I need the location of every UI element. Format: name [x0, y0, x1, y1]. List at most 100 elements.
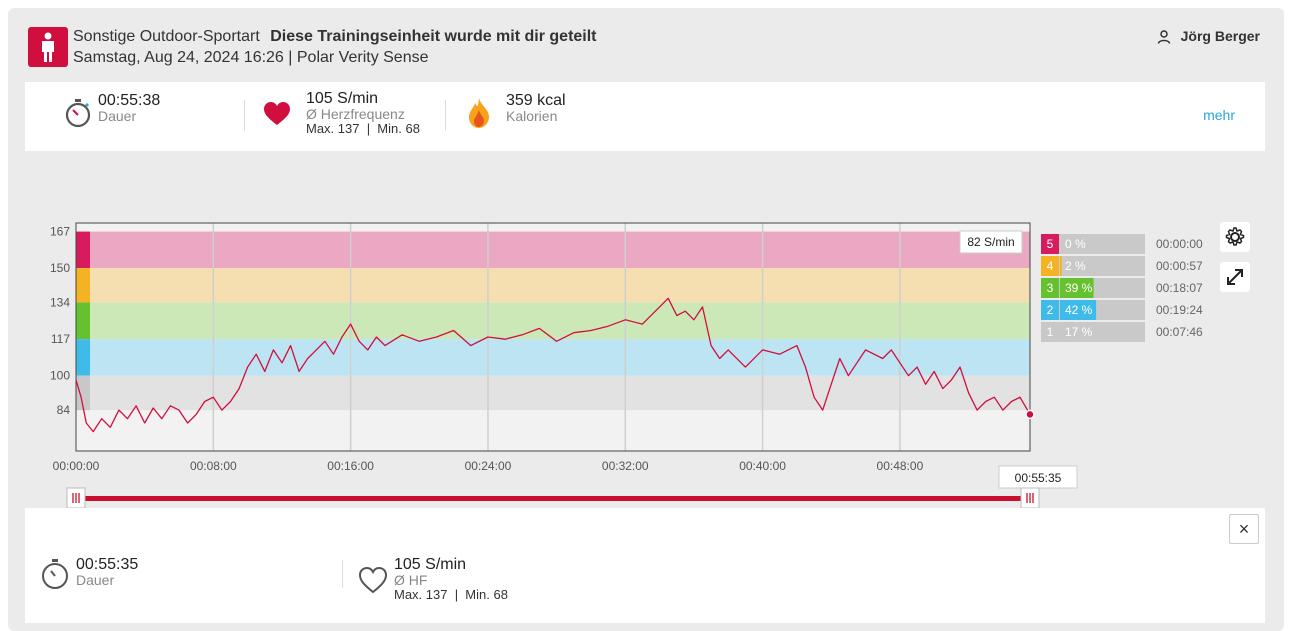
zone-percent-bar — [1060, 322, 1075, 342]
selection-duration-value: 00:55:35 — [76, 556, 139, 573]
duration-metric: 00:55:38 Dauer — [65, 92, 161, 128]
selection-heart-rate-label: Ø HF — [394, 572, 428, 588]
zone-swatch — [1041, 300, 1059, 320]
sport-title: Sonstige Outdoor-Sportart Diese Training… — [73, 28, 597, 46]
zone-time: 00:00:57 — [1156, 259, 1203, 273]
expand-button[interactable] — [1220, 262, 1250, 292]
zone-band-3 — [76, 302, 1030, 340]
training-frame: Sonstige Outdoor-Sportart Diese Training… — [8, 8, 1284, 631]
zone-band-5 — [76, 231, 1030, 269]
zone-band-4 — [76, 268, 1030, 303]
zone-swatch — [1041, 278, 1059, 298]
zone-bar-bg — [1041, 256, 1145, 276]
gear-icon — [1220, 227, 1250, 256]
zone-band-2 — [76, 339, 1030, 376]
session-datetime: Samstag, Aug 24, 2024 16:26 | Polar Veri… — [73, 49, 429, 66]
tooltip-value: 82 S/min — [967, 235, 1014, 249]
stopwatch-icon — [65, 98, 91, 133]
expand-icon — [1220, 269, 1250, 296]
zone-number: 4 — [1047, 259, 1054, 273]
zone-swatch — [1041, 234, 1059, 254]
x-tick-label: 00:48:00 — [877, 459, 924, 473]
heart-icon — [358, 566, 388, 599]
zone-strip-1 — [76, 375, 90, 411]
x-tick-label: 00:32:00 — [602, 459, 649, 473]
zone-swatch — [1041, 322, 1059, 342]
zone-bar-bg — [1041, 234, 1145, 254]
zone-number: 2 — [1047, 303, 1054, 317]
zone-strip-4 — [76, 268, 90, 303]
divider — [244, 100, 245, 131]
selection-panel: × 00:55:35 Dauer 105 S/min — [25, 508, 1265, 623]
y-tick-label: 100 — [50, 369, 70, 383]
selection-duration-metric: 00:55:35 Dauer — [41, 556, 139, 589]
heart-rate-metric: 105 S/min Ø Herzfrequenz Max. 137 | Min.… — [264, 90, 420, 137]
divider — [342, 560, 343, 588]
zone-number: 5 — [1047, 237, 1054, 251]
sport-name: Sonstige Outdoor-Sportart — [73, 28, 260, 45]
selection-heart-rate-value: 105 S/min — [394, 556, 467, 573]
plot-border — [75, 222, 1031, 452]
zone-strip-5 — [76, 231, 90, 269]
stopwatch-icon — [41, 558, 69, 595]
zone-swatch — [1041, 256, 1059, 276]
zone-percent: 42 % — [1065, 303, 1093, 317]
zone-band-1 — [76, 375, 1030, 411]
zone-percent: 2 % — [1065, 259, 1086, 273]
calories-label: Kalorien — [506, 108, 558, 124]
more-link[interactable]: mehr — [1203, 107, 1235, 123]
user-profile[interactable]: Jörg Berger — [1157, 28, 1260, 47]
user-icon — [1157, 30, 1171, 47]
user-name: Jörg Berger — [1180, 28, 1260, 44]
y-tick-label: 150 — [50, 261, 70, 275]
session-header: Sonstige Outdoor-Sportart Diese Training… — [8, 8, 1284, 82]
heart-rate-line — [75, 297, 1031, 433]
settings-button[interactable] — [1220, 222, 1250, 252]
selection-heart-rate-maxmin: Max. 137 | Min. 68 — [394, 587, 508, 602]
zone-strip-2 — [76, 339, 90, 376]
tooltip-box — [959, 230, 1023, 254]
zone-percent: 0 % — [1065, 237, 1086, 251]
x-tick-label: 00:24:00 — [465, 459, 512, 473]
zone-percent: 39 % — [1065, 281, 1093, 295]
calories-metric: 359 kcal Kalorien — [468, 92, 566, 128]
duration-value: 00:55:38 — [98, 92, 161, 109]
zone-time: 00:07:46 — [1156, 325, 1203, 339]
zone-percent-bar — [1060, 256, 1062, 276]
y-tick-label: 167 — [50, 225, 70, 239]
divider — [445, 100, 446, 131]
person-icon — [28, 27, 68, 67]
zone-number: 1 — [1047, 325, 1054, 339]
flame-icon — [468, 98, 490, 133]
heart-rate-label: Ø Herzfrequenz — [306, 106, 405, 122]
x-tick-label: 00:00:00 — [53, 459, 100, 473]
summary-panel: 00:55:38 Dauer 105 S/min Ø Herzfrequenz … — [25, 82, 1265, 151]
cursor-time: 00:55:35 — [1015, 471, 1062, 485]
x-tick-label: 00:08:00 — [190, 459, 237, 473]
x-tick-label: 00:16:00 — [327, 459, 374, 473]
range-track[interactable] — [76, 496, 1030, 501]
y-tick-label: 134 — [50, 296, 70, 310]
zone-percent: 17 % — [1065, 325, 1093, 339]
calories-value: 359 kcal — [506, 92, 566, 109]
zone-percent-bar — [1060, 278, 1094, 298]
zone-time: 00:18:07 — [1156, 281, 1203, 295]
close-button[interactable]: × — [1229, 514, 1259, 544]
zone-time: 00:00:00 — [1156, 237, 1203, 251]
y-tick-label: 117 — [51, 332, 70, 346]
heart-rate-value: 105 S/min — [306, 90, 379, 107]
zone-strip-3 — [76, 302, 90, 340]
heart-icon — [264, 102, 290, 131]
x-tick-label: 00:40:00 — [739, 459, 786, 473]
heart-rate-chart-area: 00:00:00 00:08:00 00:16:00 00:24:00 00:32:00… — [25, 151, 1265, 509]
zone-time: 00:19:24 — [1156, 303, 1203, 317]
cursor-point — [1025, 409, 1035, 420]
duration-label: Dauer — [98, 108, 137, 124]
zone-percent-bar — [1060, 300, 1097, 320]
selection-heart-rate-metric: 105 S/min Ø HF Max. 137 | Min. 68 — [358, 556, 508, 603]
y-tick-label: 84 — [57, 403, 71, 417]
shared-note: Diese Trainingseinheit wurde mit dir get… — [270, 28, 597, 45]
selection-duration-label: Dauer — [76, 572, 115, 588]
heart-rate-chart[interactable]: 00:00:00 00:08:00 00:16:00 00:24:00 00:32:00… — [25, 151, 1265, 509]
heart-rate-maxmin: Max. 137 | Min. 68 — [306, 121, 420, 136]
